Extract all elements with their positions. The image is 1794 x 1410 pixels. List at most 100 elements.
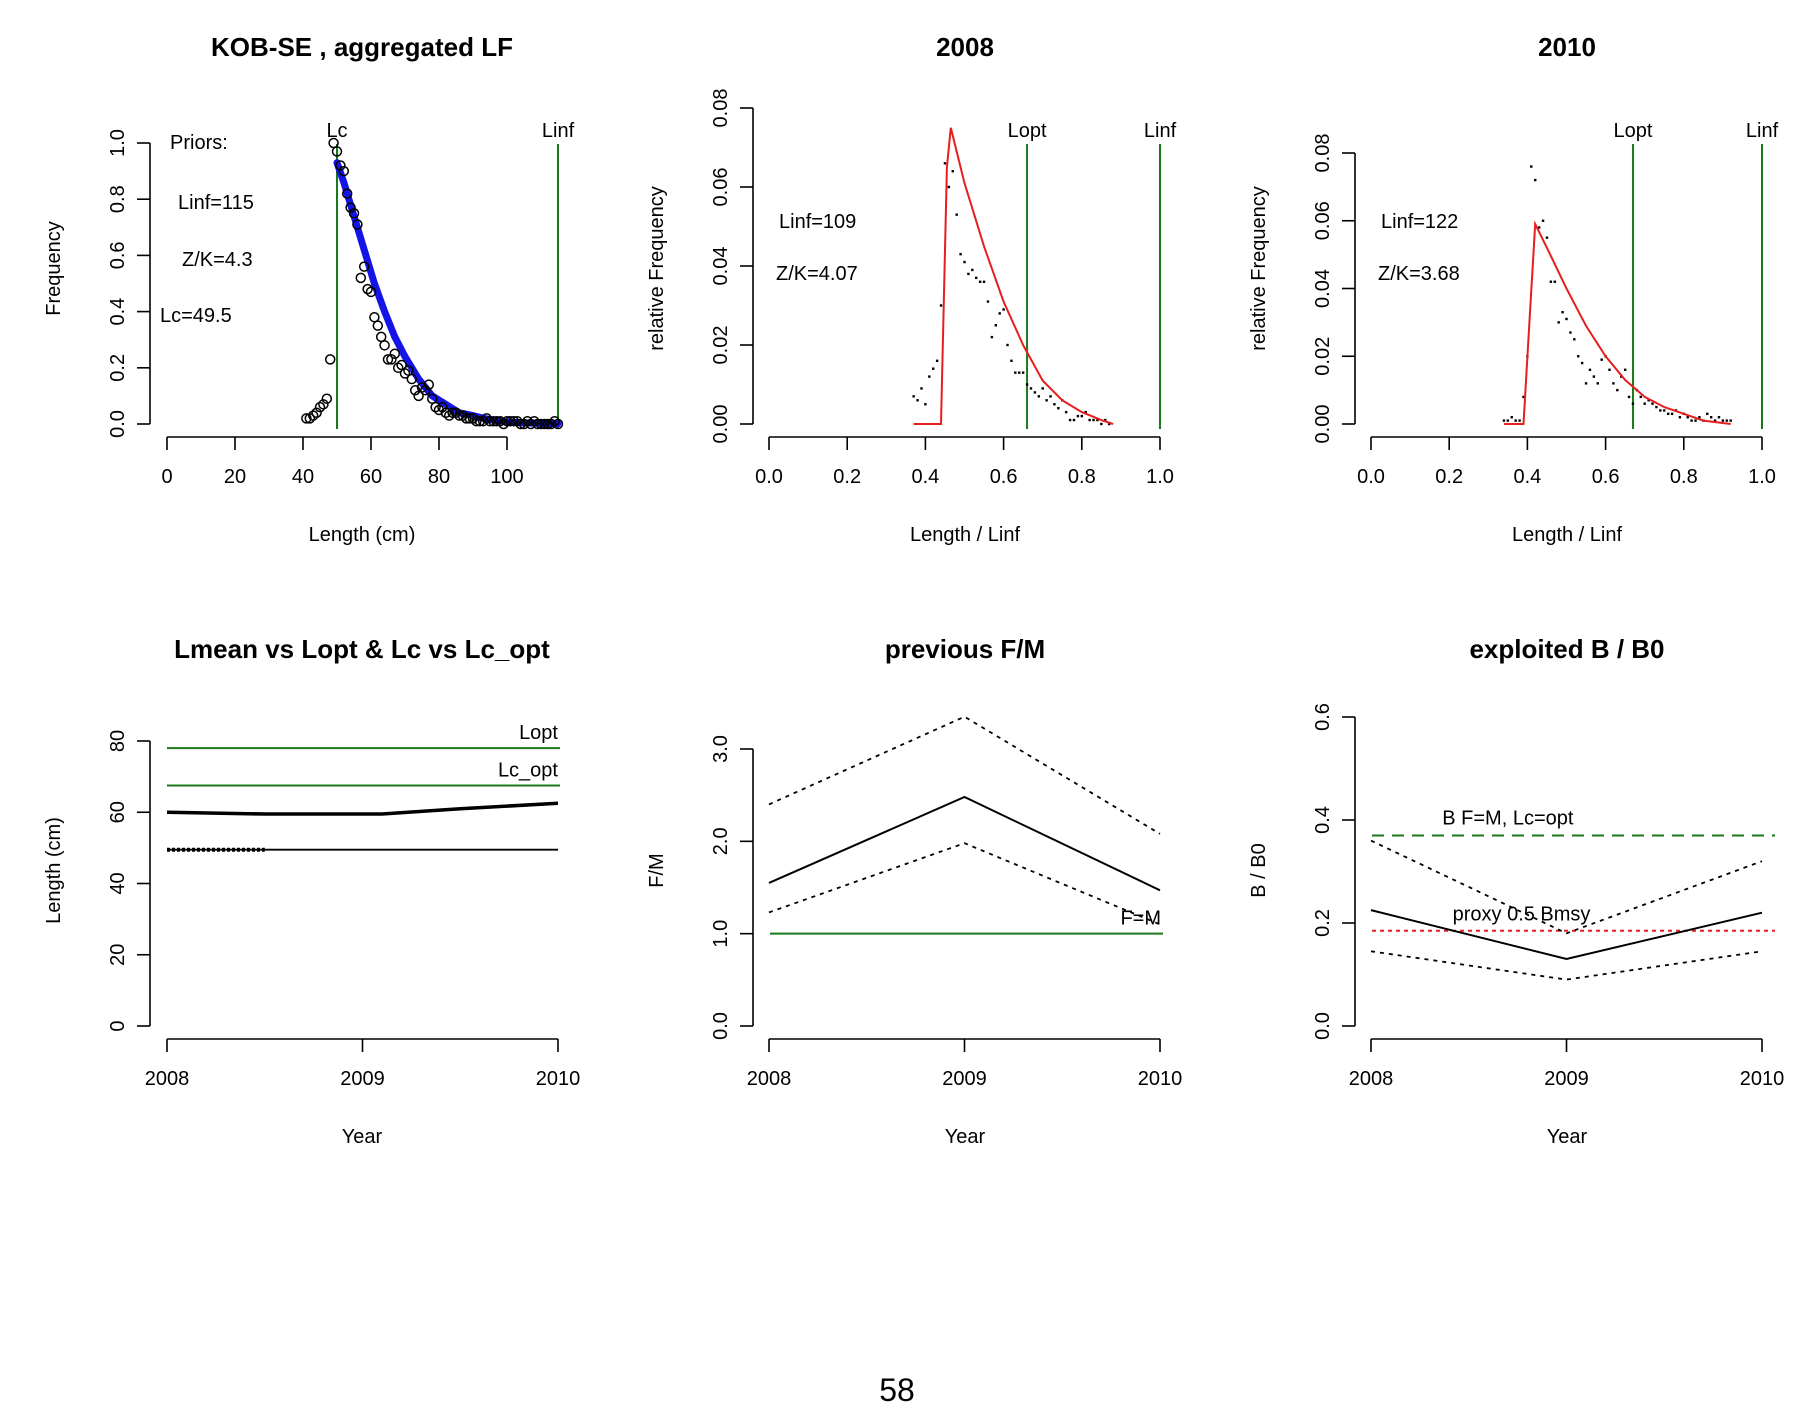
panel2-data-point [1014, 371, 1017, 374]
panel4-x-axis-label: Year [342, 1126, 383, 1148]
panel3-data-point [1659, 409, 1662, 412]
panel1-vline-label: Lc [326, 120, 347, 142]
panel2-y-tick-label: 0.08 [710, 89, 732, 128]
panel1-data-point [552, 418, 564, 430]
panel3-y-axis-label: relative Frequency [1248, 186, 1270, 351]
panel2-data-point [963, 260, 966, 264]
panel1-x-tick-label: 0 [161, 466, 172, 488]
panel1-data-point [307, 410, 319, 421]
panel3-data-point [1557, 321, 1560, 324]
panel3-y-tick-label: 0.08 [1312, 134, 1334, 173]
panel3-data-point [1577, 355, 1580, 358]
panel3-data-point [1698, 416, 1701, 419]
panel1-data-point [488, 415, 499, 427]
panel4-title: Lmean vs Lopt & Lc vs Lc_opt [174, 634, 550, 664]
panel3-data-point [1663, 409, 1666, 412]
panel2-data-point [1107, 422, 1111, 426]
panel1-data-point [406, 373, 418, 385]
panel1-data-point [352, 219, 363, 230]
panel1-data-point [535, 418, 547, 430]
panel1-annotation: Z/K=4.3 [182, 249, 253, 271]
panel3-data-point [1729, 419, 1732, 422]
panel5-x-tick-label: 2010 [1138, 1068, 1183, 1090]
panel2-data-point [1057, 407, 1060, 410]
panel1-data-point [505, 415, 516, 427]
panel2-data-point [994, 324, 997, 327]
panel3-data-point [1553, 280, 1556, 283]
panel1-data-point [484, 415, 496, 427]
panel3-data-point [1549, 280, 1553, 283]
panel4-y-axis-label: Length (cm) [43, 817, 65, 924]
panel6-y-tick-label: 0.2 [1312, 909, 1334, 937]
panel4-y-tick-label: 40 [107, 872, 129, 894]
panel3-data-point [1518, 419, 1521, 422]
panel2-data-point [912, 395, 915, 398]
panel1-y-axis-label: Frequency [43, 221, 65, 316]
panel1-data-point [443, 410, 455, 421]
panel2-y-axis-label: relative Frequency [646, 186, 668, 351]
panel1-x-tick-label: 40 [292, 466, 314, 488]
panel2-data-point [1092, 418, 1095, 422]
panel2-data-point [1002, 308, 1005, 311]
panel1-data-point [318, 399, 329, 410]
panel1-data-point [389, 348, 401, 359]
panel1-y-tick-label: 0.0 [107, 410, 129, 438]
panel1-data-point [358, 261, 370, 272]
panel3-x-tick-label: 0.6 [1592, 466, 1620, 488]
panel1-data-point [522, 415, 533, 427]
panel4-y-tick-label: 60 [107, 801, 129, 823]
panel2-x-tick-label: 0.6 [990, 466, 1018, 488]
panel1-data-point [321, 393, 333, 404]
panel2-data-point [943, 162, 947, 165]
panel1-data-point [335, 160, 346, 171]
panel3-data-point [1608, 368, 1611, 371]
panel1-data-point [301, 413, 312, 424]
panel3-data-point [1709, 416, 1713, 419]
panel1-y-tick-label: 0.4 [107, 298, 129, 326]
panel3-data-point [1623, 368, 1627, 371]
panel3-data-point [1643, 402, 1646, 405]
panel2-data-point [1088, 418, 1091, 422]
panel3-data-point [1694, 419, 1697, 422]
panel5-y-tick-label: 0.0 [710, 1012, 732, 1040]
panel2-x-tick-label: 0.2 [833, 466, 861, 488]
panel1-data-point [341, 188, 353, 199]
panel2-data-point [978, 280, 982, 283]
panel1-data-point [348, 208, 360, 219]
panel3-y-tick-label: 0.06 [1312, 201, 1334, 240]
panel2-data-point [955, 213, 958, 216]
panel3-y-tick-label: 0.02 [1312, 337, 1334, 376]
panel2-data-point [1045, 399, 1048, 402]
panel1-data-point [464, 413, 475, 424]
panel2-x-axis-label: Length / Linf [910, 524, 1021, 546]
panel1-x-tick-label: 80 [428, 466, 450, 488]
panel1-data-point [542, 418, 554, 430]
panel1-annotation: Lc=49.5 [160, 305, 232, 327]
panel5-hline-label: F=M [1120, 908, 1161, 930]
panel1-data-point [430, 401, 441, 413]
panel2-data-point [916, 399, 919, 402]
panel1-y-tick-label: 0.6 [107, 241, 129, 269]
panel1-data-point [474, 415, 486, 427]
panel4-x-tick-label: 2010 [536, 1068, 581, 1090]
panel1-title: KOB-SE , aggregated LF [211, 32, 513, 62]
panel1-x-tick-label: 100 [490, 466, 523, 488]
panel3-data-point [1639, 395, 1642, 399]
panel1-data-point [447, 407, 458, 419]
panel3-data-point [1569, 331, 1572, 334]
panel3-data-point [1686, 416, 1689, 419]
panel1-data-point [528, 415, 540, 427]
panel3-data-point [1573, 338, 1576, 341]
panel1-data-point [532, 418, 543, 430]
panel5-y-tick-label: 2.0 [710, 827, 732, 855]
panel2-data-point [1010, 359, 1013, 362]
panel3-y-tick-label: 0.00 [1312, 405, 1334, 444]
panel3-data-point [1534, 178, 1537, 182]
panel1-data-point [345, 202, 356, 213]
panel2-x-tick-label: 0.8 [1068, 466, 1096, 488]
panel6-y-tick-label: 0.4 [1312, 806, 1334, 834]
panel3-data-point [1506, 419, 1510, 422]
panel4-y-tick-label: 0 [107, 1020, 129, 1031]
